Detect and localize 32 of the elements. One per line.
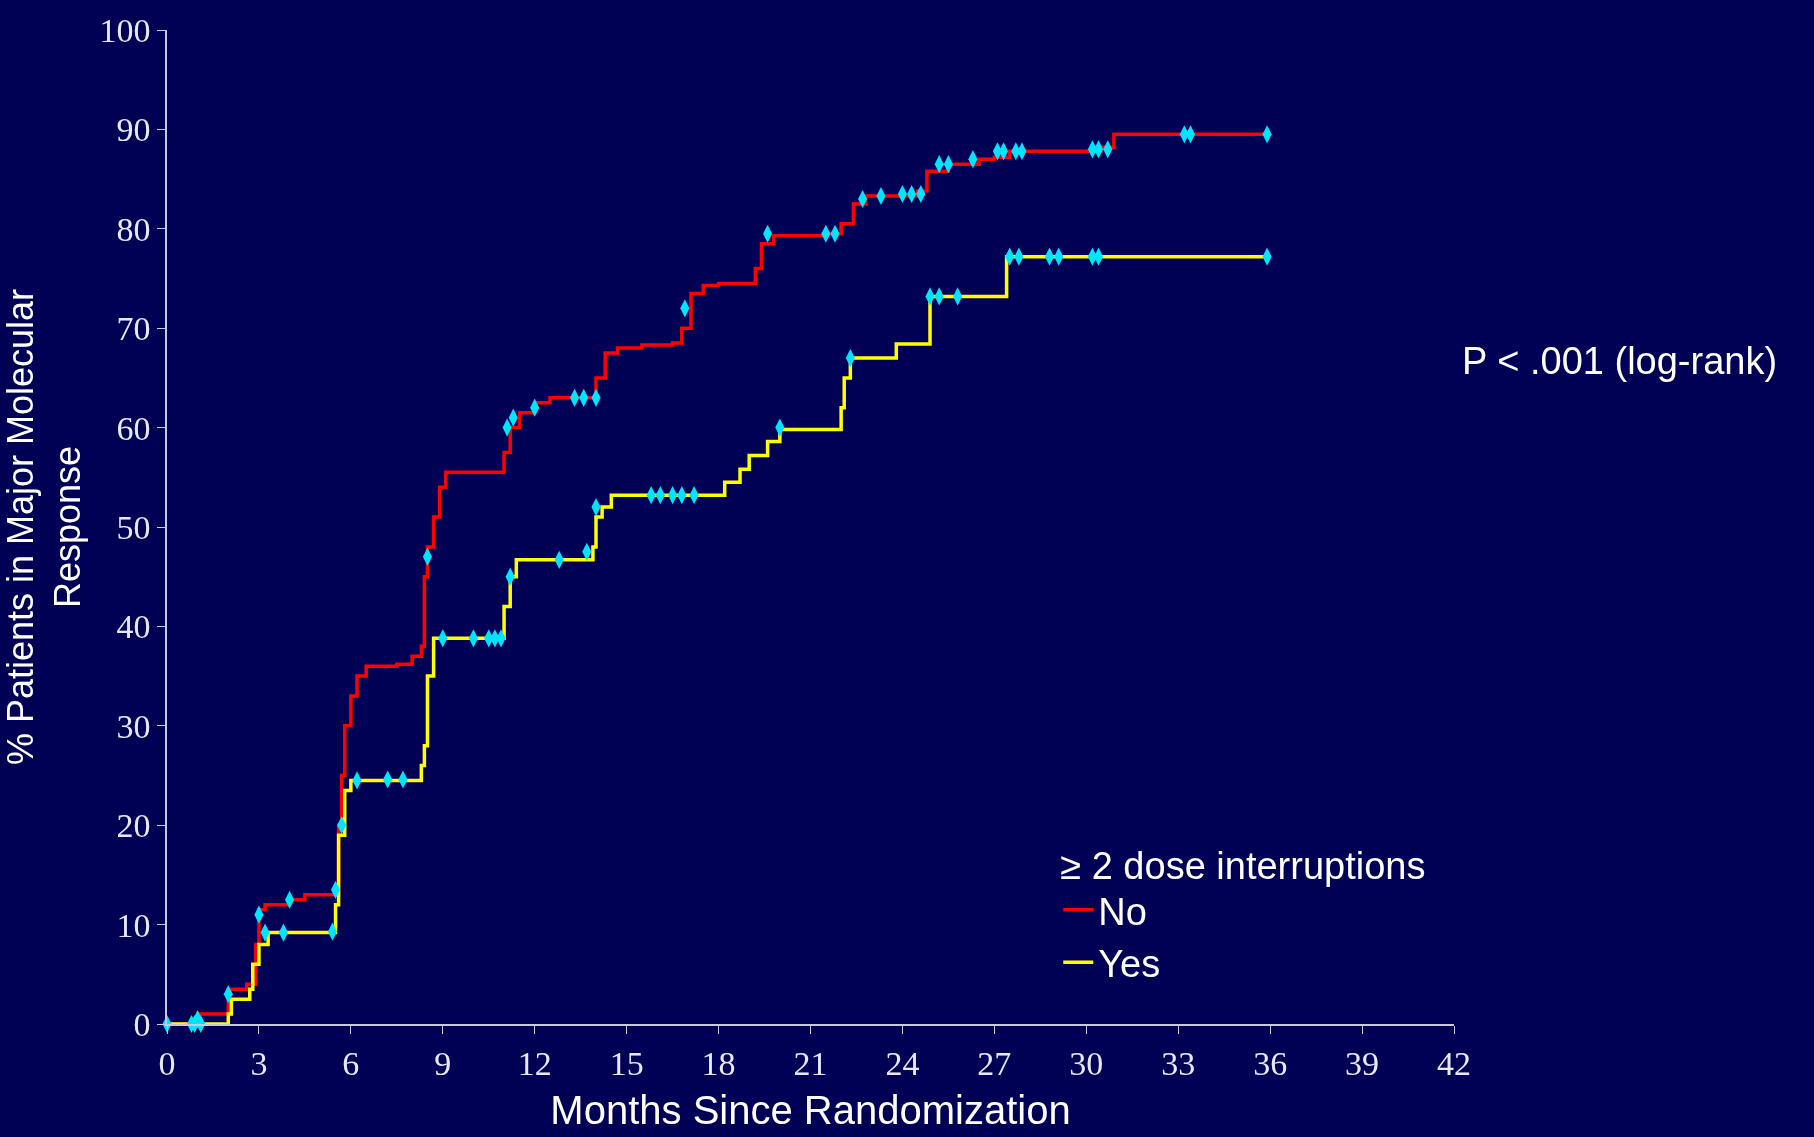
x-tick-label: 24 [885, 1044, 920, 1082]
text: P < .001 (log-rank) [1462, 340, 1778, 382]
y-tick-label: 10 [116, 906, 151, 944]
x-tick-label: 3 [250, 1044, 268, 1082]
y-axis-title: % Patients in Major Molecular Response [0, 288, 88, 766]
x-tick-label: 21 [793, 1044, 828, 1082]
x-tick-label: 33 [1161, 1044, 1196, 1082]
x-tick-label: 15 [609, 1044, 644, 1082]
x-tick-label: 30 [1069, 1044, 1104, 1082]
y-tick-label: 60 [116, 409, 151, 447]
y-tick-label: 0 [133, 1005, 151, 1043]
y-tick-label: 20 [116, 807, 151, 845]
x-axis-title: Months Since Randomization [550, 1087, 1071, 1132]
legend-title: ≥ 2 dose interruptions [1060, 844, 1426, 887]
x-tick-label: 27 [977, 1044, 1012, 1082]
x-tick-label: 39 [1345, 1044, 1380, 1082]
y-tick-label: 90 [116, 111, 151, 149]
x-tick-label: 9 [434, 1044, 452, 1082]
x-tick-label: 36 [1253, 1044, 1288, 1082]
y-tick-label: 100 [99, 11, 151, 49]
x-tick-label: 12 [517, 1044, 552, 1082]
y-tick-label: 50 [116, 508, 151, 546]
x-tick-label: 42 [1437, 1044, 1471, 1082]
y-tick-label: 30 [116, 707, 151, 745]
x-tick-label: 6 [342, 1044, 360, 1082]
y-tick-label: 80 [116, 210, 151, 248]
y-tick-label: 40 [116, 608, 151, 646]
legend-label: Yes [1098, 943, 1161, 985]
x-tick-label: 0 [158, 1044, 176, 1082]
x-tick-label: 18 [701, 1044, 736, 1082]
legend-label: No [1098, 890, 1147, 933]
y-tick-label: 70 [116, 310, 151, 348]
